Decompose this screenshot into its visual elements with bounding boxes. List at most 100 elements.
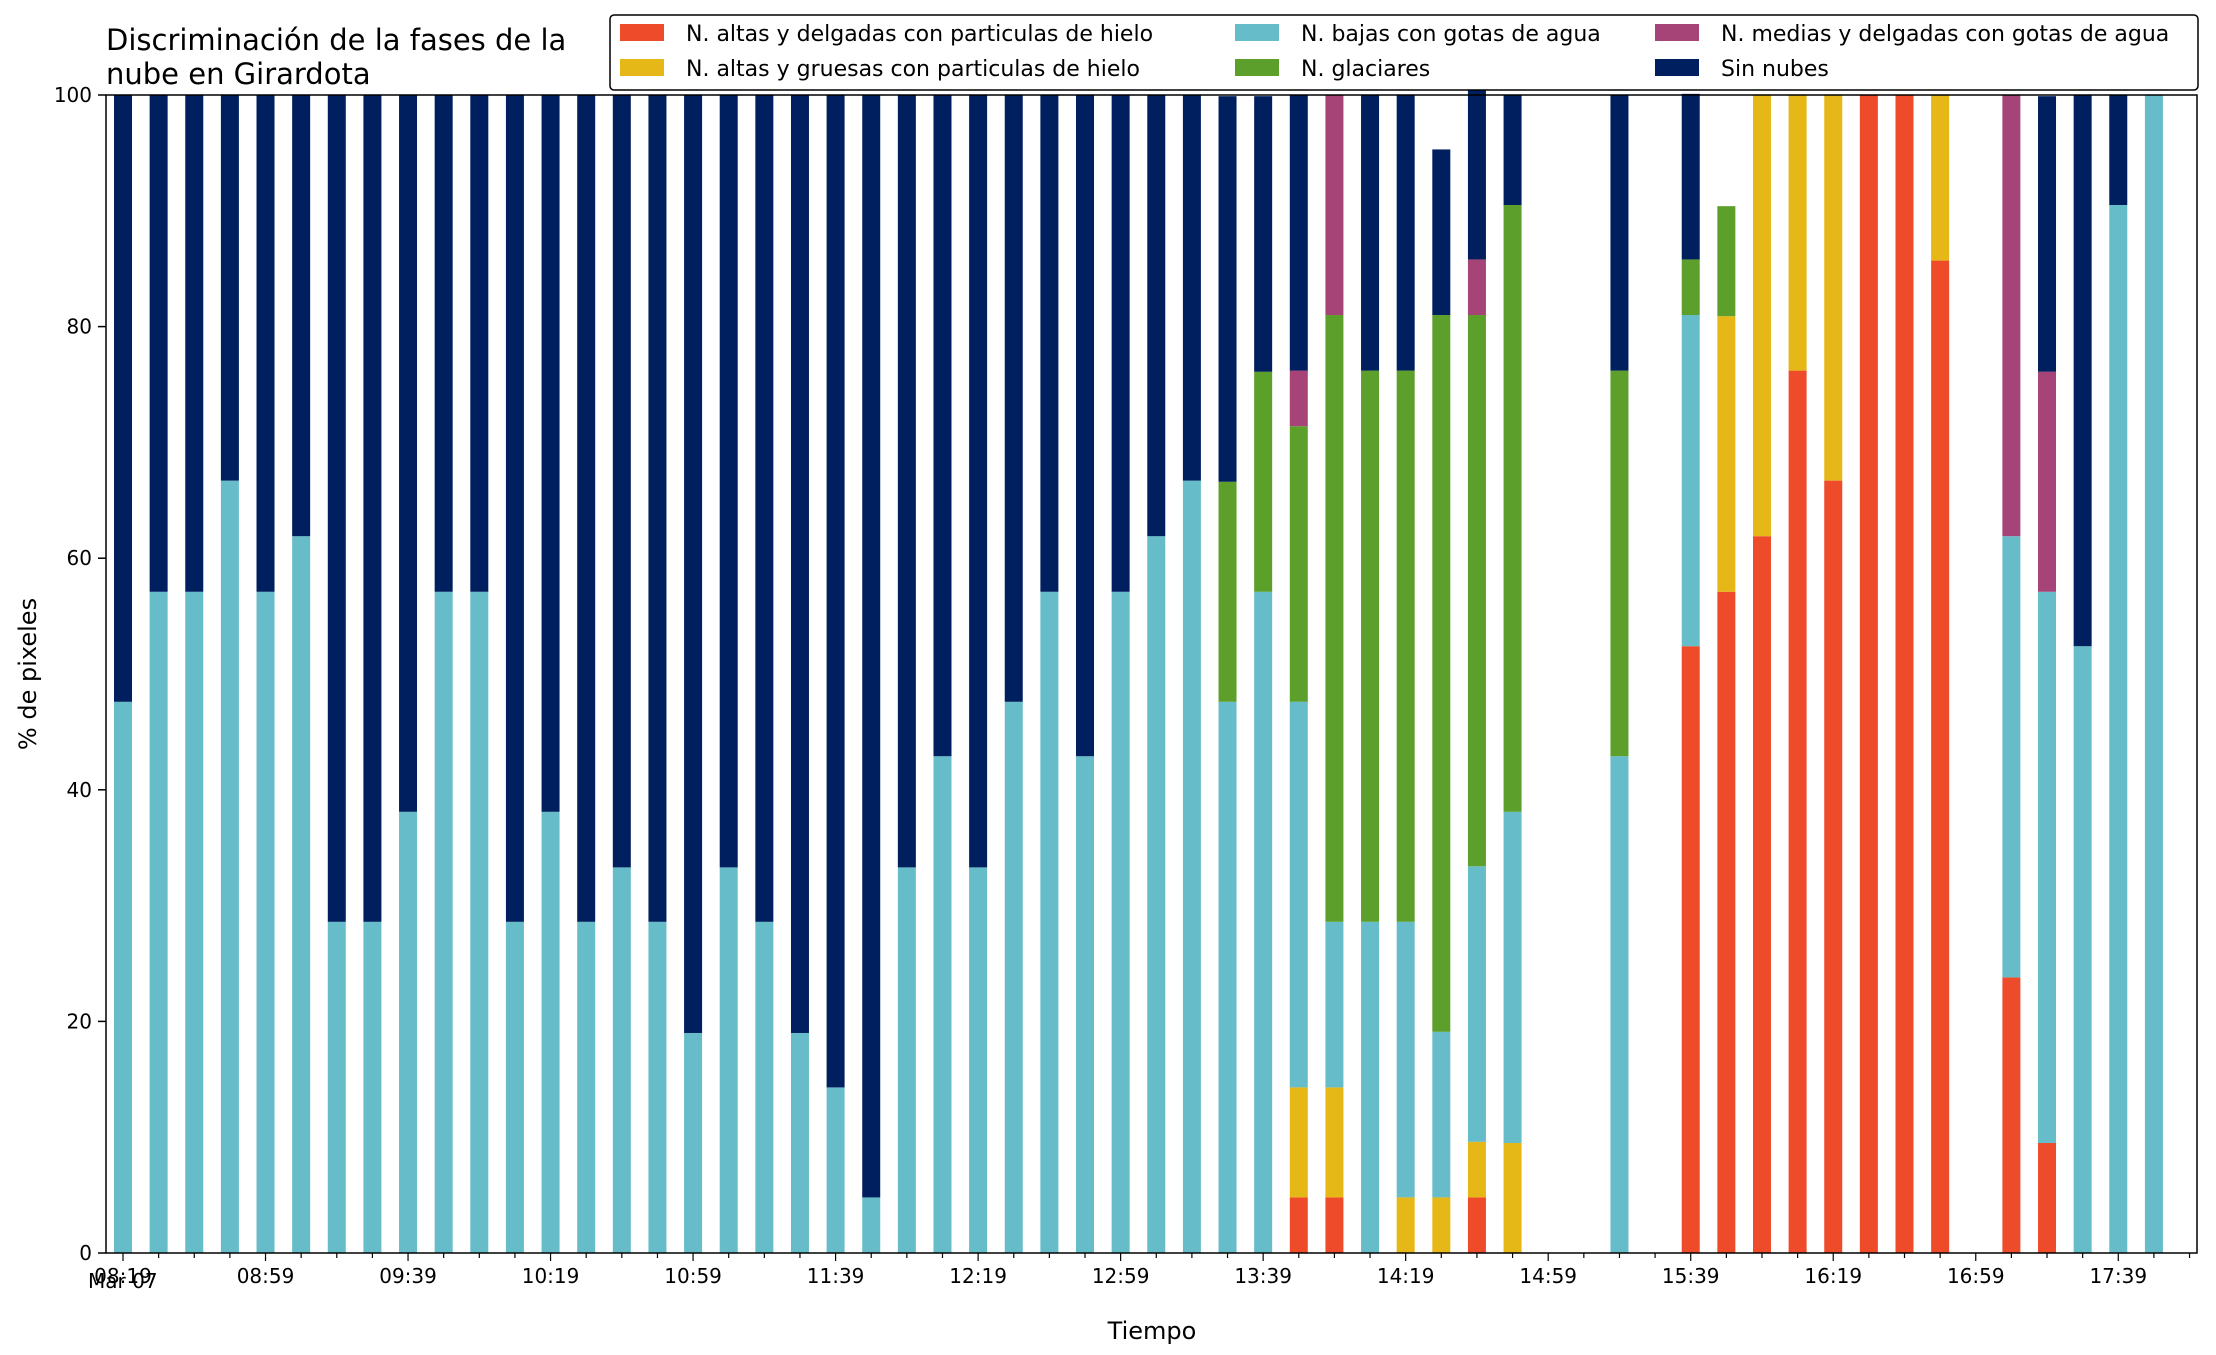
legend-swatch-n-medias-y-delgadas-con-gotas-de-agua: [1655, 24, 1699, 41]
bar-segment-n-altas-y-delgadas-con-particulas-de-hielo-1549: [1717, 591, 1736, 1253]
bar-segment-n-bajas-con-gotas-de-agua-1049: [648, 921, 667, 1253]
bar-segment-sin-nubes-1309: [1147, 95, 1166, 537]
bar-segment-sin-nubes-1339: [1254, 96, 1273, 372]
legend-swatch-sin-nubes: [1655, 59, 1699, 76]
bar-segment-n-bajas-con-gotas-de-agua-0959: [470, 591, 489, 1253]
bar-segment-n-bajas-con-gotas-de-agua-0909: [292, 536, 311, 1253]
legend-label-n-medias-y-delgadas-con-gotas-de-agua: N. medias y delgadas con gotas de agua: [1721, 22, 2169, 47]
chart-title-line-2: nube en Girardota: [106, 57, 371, 91]
bar-segment-n-bajas-con-gotas-de-agua-1359: [1325, 921, 1344, 1088]
bar-segment-n-altas-y-gruesas-con-particulas-de-hielo-1549: [1717, 316, 1736, 592]
x-tick-label: 16:19: [1804, 1264, 1862, 1288]
bar-segment-sin-nubes-0959: [470, 95, 489, 592]
bar-segment-sin-nubes-1109: [719, 95, 738, 868]
bar-segment-n-altas-y-delgadas-con-particulas-de-hielo-1619: [1824, 480, 1843, 1253]
bar-segment-n-altas-y-delgadas-con-particulas-de-hielo-1349: [1289, 1197, 1308, 1253]
bar-segment-n-altas-y-gruesas-con-particulas-de-hielo-1649: [1931, 95, 1950, 261]
x-tick-label: 13:39: [1234, 1264, 1292, 1288]
bar-segment-n-bajas-con-gotas-de-agua-0949: [434, 591, 453, 1253]
bar-segment-n-bajas-con-gotas-de-agua-0919: [327, 921, 346, 1253]
bar-segment-n-bajas-con-gotas-de-agua-1129: [790, 1032, 809, 1253]
bar-segment-sin-nubes-1239: [1040, 95, 1059, 592]
bar-segment-sin-nubes-1139: [826, 95, 845, 1088]
bar-segment-n-bajas-con-gotas-de-agua-1539: [1681, 315, 1700, 647]
bar-segment-n-bajas-con-gotas-de-agua-1439: [1467, 866, 1486, 1142]
bar-segment-sin-nubes-1149: [862, 95, 881, 1198]
bar-segment-n-bajas-con-gotas-de-agua-1309: [1147, 536, 1166, 1253]
bar-segment-n-bajas-con-gotas-de-agua-1259: [1111, 591, 1130, 1253]
legend-label-sin-nubes: Sin nubes: [1721, 57, 1829, 82]
bar-segment-sin-nubes-1449: [1503, 95, 1522, 206]
bar-segment-sin-nubes-1019: [541, 95, 560, 812]
x-tick-label: 12:19: [949, 1264, 1007, 1288]
bar-segment-n-altas-y-delgadas-con-particulas-de-hielo-1539: [1681, 646, 1700, 1253]
y-tick-label: 40: [67, 778, 92, 802]
legend-swatch-n-altas-y-gruesas-con-particulas-de-hielo: [620, 59, 664, 76]
bar-segment-n-bajas-con-gotas-de-agua-1139: [826, 1087, 845, 1253]
bar-segment-n-bajas-con-gotas-de-agua-1749: [2144, 95, 2163, 1253]
bar-segment-n-altas-y-delgadas-con-particulas-de-hielo-1559: [1752, 536, 1771, 1253]
bar-segment-sin-nubes-1429: [1432, 149, 1451, 316]
bar-segment-n-glaciares-1419: [1396, 370, 1415, 922]
bar-segment-n-altas-y-gruesas-con-particulas-de-hielo-1559: [1752, 95, 1771, 537]
legend-swatch-n-altas-y-delgadas-con-particulas-de-hielo: [620, 24, 664, 41]
x-tick-label: 10:19: [522, 1264, 580, 1288]
y-axis-label: % de pixeles: [14, 598, 42, 750]
bar-segment-n-altas-y-gruesas-con-particulas-de-hielo-1619: [1824, 95, 1843, 481]
bar-segment-sin-nubes-0949: [434, 95, 453, 592]
bar-segment-n-bajas-con-gotas-de-agua-1219: [969, 867, 988, 1253]
bar-segment-n-bajas-con-gotas-de-agua-1059: [684, 1032, 703, 1253]
bar-segment-sin-nubes-0839: [185, 95, 204, 592]
legend-swatch-n-bajas-con-gotas-de-agua: [1235, 24, 1279, 41]
y-tick-label: 20: [67, 1009, 92, 1033]
bar-segment-sin-nubes-0929: [363, 95, 382, 922]
bar-segment-n-bajas-con-gotas-de-agua-1159: [897, 867, 916, 1253]
bar-segment-n-bajas-con-gotas-de-agua-1729: [2073, 646, 2092, 1253]
bar-segment-n-bajas-con-gotas-de-agua-1009: [505, 921, 524, 1253]
bar-segment-n-bajas-con-gotas-de-agua-0839: [185, 591, 204, 1253]
x-tick-label: 11:39: [807, 1264, 865, 1288]
bar-segment-n-altas-y-gruesas-con-particulas-de-hielo-1449: [1503, 1142, 1522, 1253]
y-tick-label: 0: [79, 1241, 92, 1265]
bar-segment-sin-nubes-1209: [933, 95, 952, 757]
bar-segment-sin-nubes-1029: [577, 95, 596, 922]
bar-segment-n-bajas-con-gotas-de-agua-1029: [577, 921, 596, 1253]
bar-segment-sin-nubes-1329: [1218, 96, 1237, 482]
bar-segment-n-altas-y-delgadas-con-particulas-de-hielo-1639: [1895, 95, 1914, 1253]
bar-segment-n-medias-y-delgadas-con-gotas-de-agua-1359: [1325, 95, 1344, 316]
bar-segment-sin-nubes-1229: [1004, 95, 1023, 702]
bar-segment-n-bajas-con-gotas-de-agua-1149: [862, 1197, 881, 1253]
bar-segment-n-bajas-con-gotas-de-agua-1409: [1361, 921, 1380, 1253]
x-tick-label: 14:19: [1377, 1264, 1435, 1288]
bar-segment-sin-nubes-1119: [755, 95, 774, 922]
bar-segment-n-glaciares-1349: [1289, 426, 1308, 702]
bar-segment-n-altas-y-gruesas-con-particulas-de-hielo-1429: [1432, 1197, 1451, 1253]
bar-segment-sin-nubes-0829: [149, 95, 168, 592]
y-tick-label: 100: [54, 83, 92, 107]
bar-segment-n-altas-y-delgadas-con-particulas-de-hielo-1649: [1931, 260, 1950, 1254]
bar-segment-sin-nubes-0939: [399, 95, 418, 812]
bar-segment-n-altas-y-delgadas-con-particulas-de-hielo-1719: [2038, 1142, 2057, 1253]
bar-segment-n-medias-y-delgadas-con-gotas-de-agua-1439: [1467, 259, 1486, 316]
bar-segment-n-bajas-con-gotas-de-agua-1319: [1182, 480, 1201, 1253]
bar-segment-n-bajas-con-gotas-de-agua-0859: [256, 591, 275, 1253]
chart-title-line-1: Discriminación de la fases de la: [106, 23, 566, 57]
bar-segment-n-bajas-con-gotas-de-agua-1339: [1254, 591, 1273, 1253]
bar-segment-n-altas-y-gruesas-con-particulas-de-hielo-1349: [1289, 1087, 1308, 1198]
bar-segment-sin-nubes-1539: [1681, 93, 1700, 260]
bar-segment-sin-nubes-0909: [292, 95, 311, 537]
legend-label-n-glaciares: N. glaciares: [1301, 57, 1430, 82]
bar-segment-n-medias-y-delgadas-con-gotas-de-agua-1709: [2002, 95, 2021, 537]
bar-segment-n-glaciares-1429: [1432, 315, 1451, 1032]
bar-segment-n-bajas-con-gotas-de-agua-1349: [1289, 701, 1308, 1088]
bar-segment-n-bajas-con-gotas-de-agua-1249: [1076, 756, 1095, 1253]
bar-segment-n-glaciares-1339: [1254, 371, 1273, 592]
bar-segment-n-bajas-con-gotas-de-agua-1329: [1218, 701, 1237, 1253]
bar-segment-sin-nubes-1419: [1396, 95, 1415, 371]
bar-segment-sin-nubes-1129: [790, 95, 809, 1033]
y-tick-label: 60: [67, 546, 92, 570]
y-axis-ticks: 0 20 40 60 80 100: [54, 83, 106, 1265]
bars-group: [114, 39, 2163, 1254]
bar-segment-sin-nubes-1719: [2038, 96, 2057, 372]
x-axis-label: Tiempo: [1107, 1317, 1197, 1345]
